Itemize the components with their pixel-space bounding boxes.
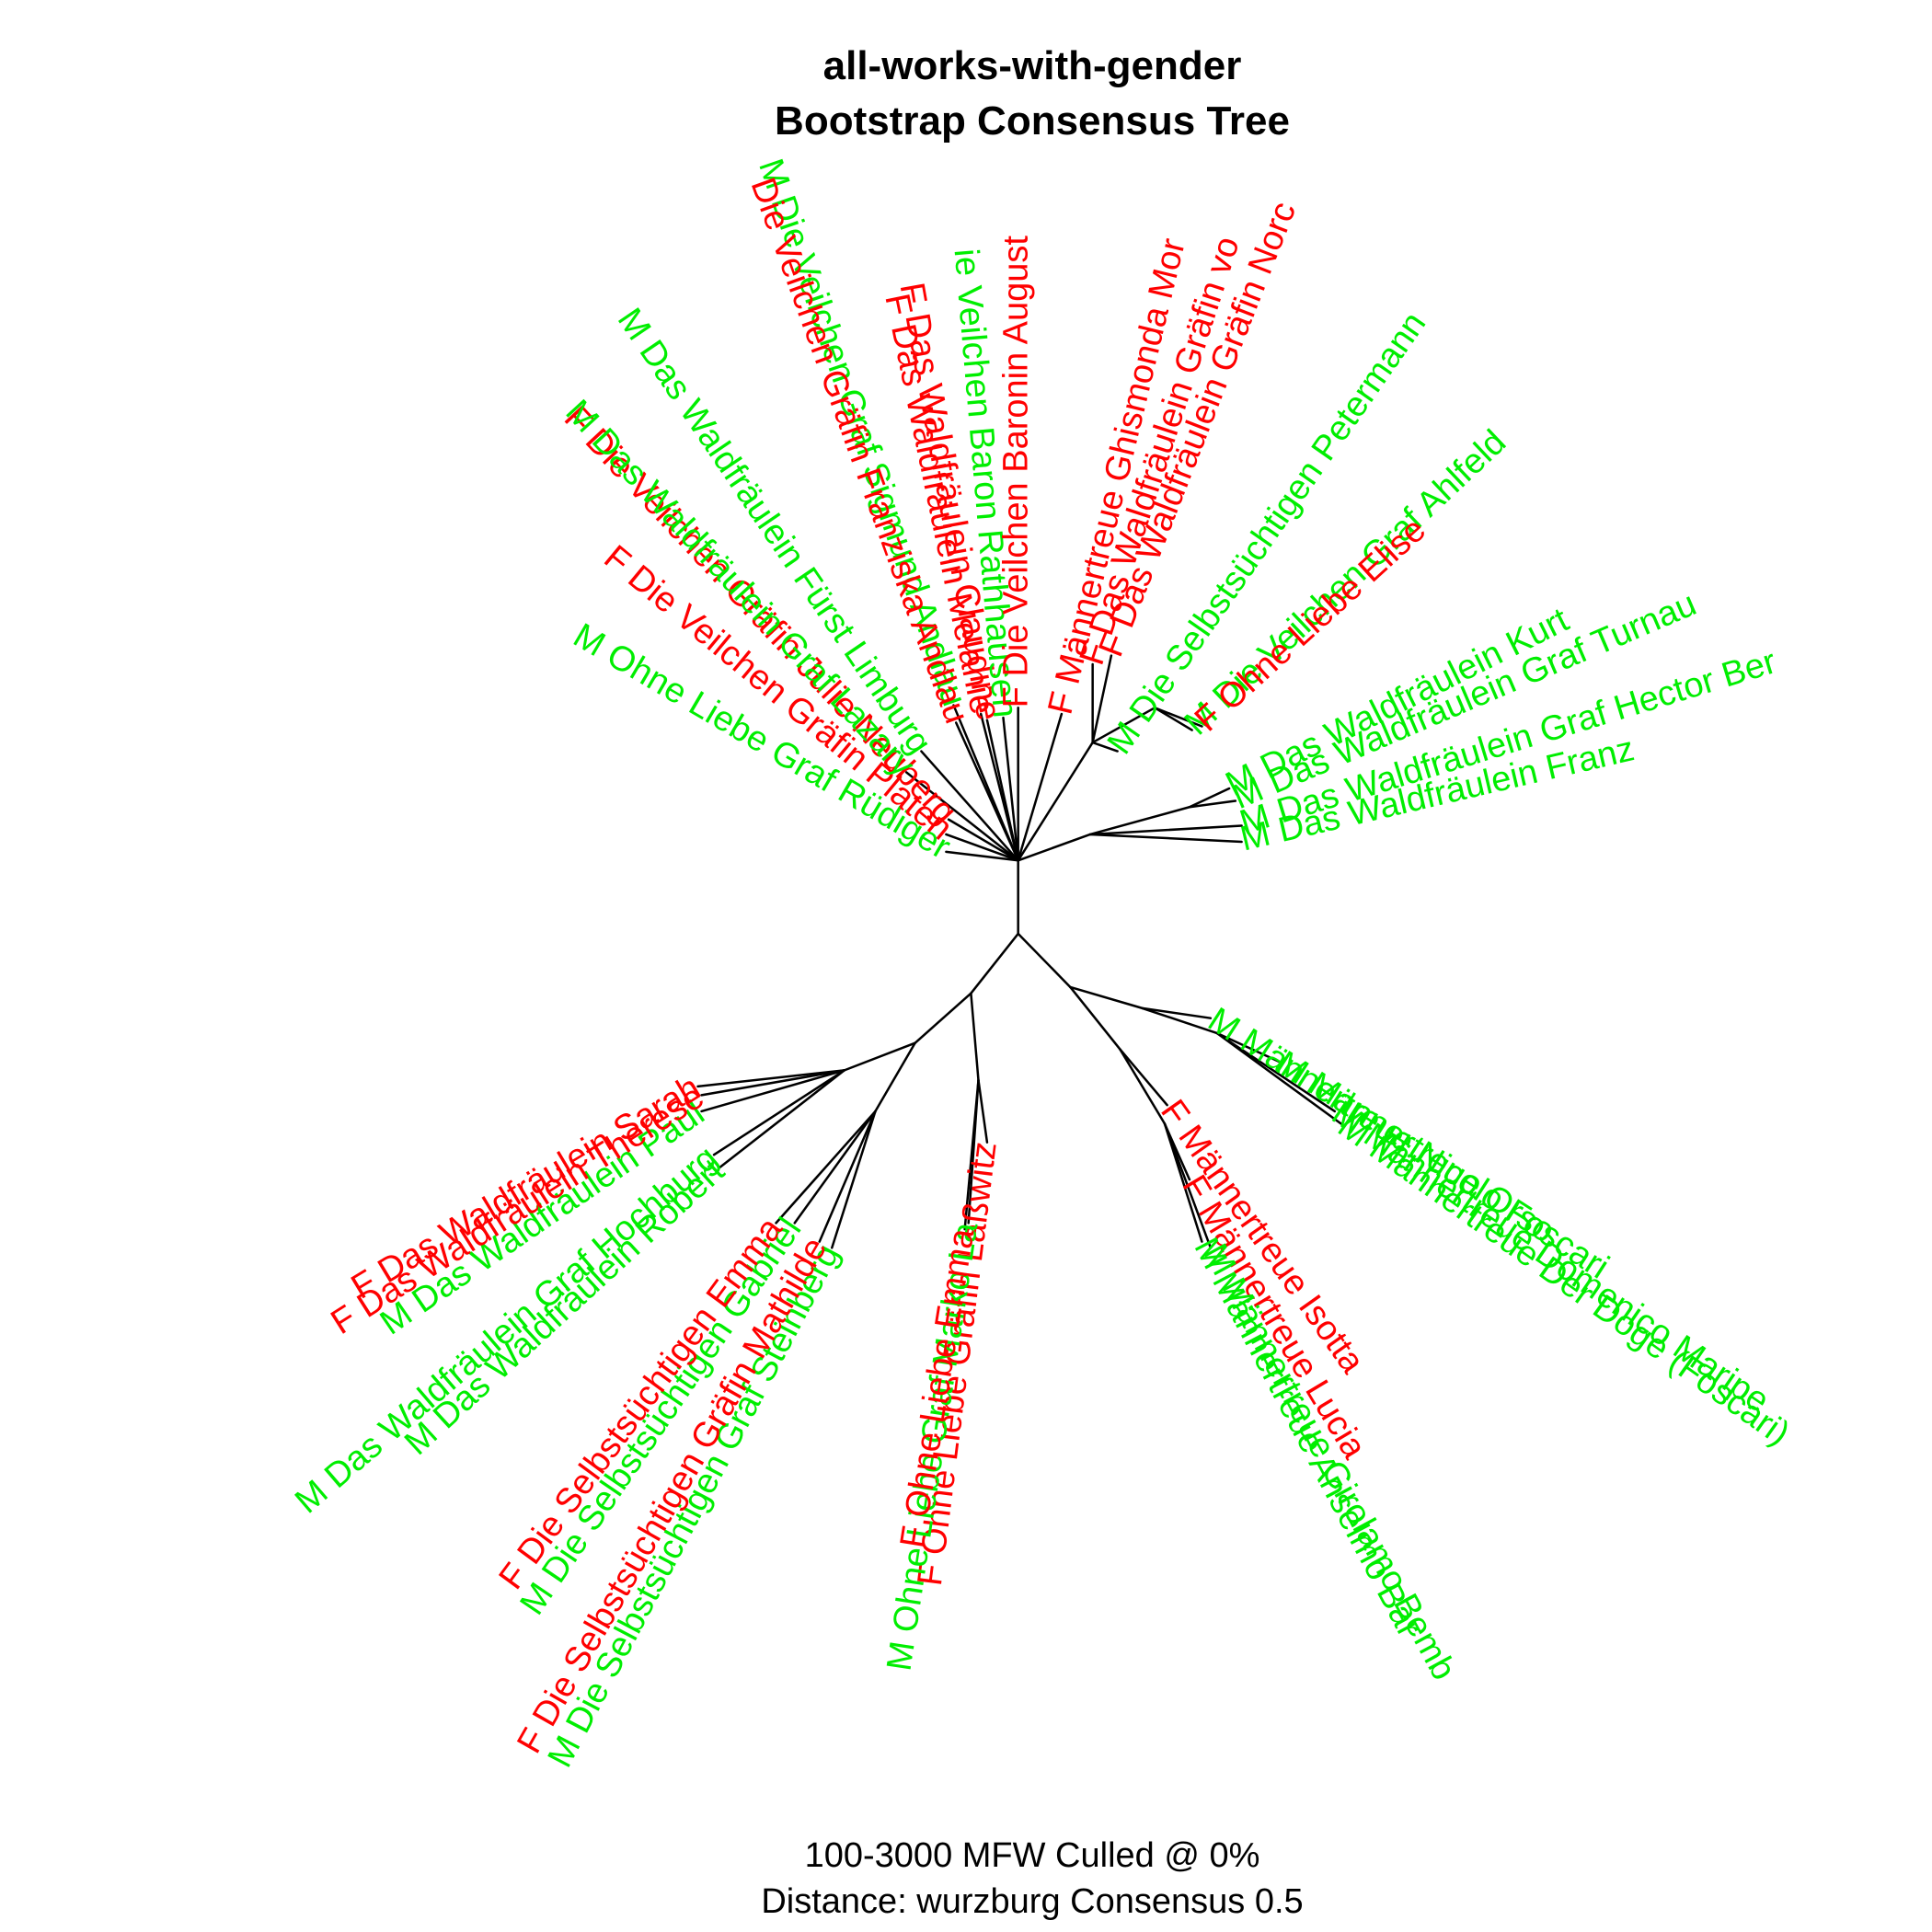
- tip-branch: [1163, 1122, 1203, 1243]
- tip-branch: [920, 750, 1019, 862]
- tip-branch: [700, 1069, 845, 1097]
- tip-branch: [954, 721, 1019, 862]
- tip-branch: [1119, 1048, 1168, 1107]
- internal-branch: [970, 992, 980, 1082]
- tip-label: F Die Veilchen Baronin August: [997, 236, 1036, 708]
- footer-line1: 100-3000 MFW Culled @ 0%: [804, 1836, 1260, 1875]
- tip-branch: [1017, 712, 1064, 862]
- tip-branch: [945, 850, 1019, 862]
- tip-branch: [1088, 833, 1243, 844]
- tip-branch: [1188, 787, 1231, 809]
- tip-branch: [945, 833, 1019, 862]
- tip-branch: [775, 1110, 877, 1225]
- tip-branch: [818, 1110, 877, 1243]
- tip-branch: [1153, 707, 1203, 728]
- internal-branch: [1069, 985, 1121, 1051]
- tip-branch: [1215, 1031, 1342, 1125]
- internal-branch: [1141, 1006, 1218, 1035]
- tip-label: M Männertreue Der Doge (Foscari): [1331, 1107, 1797, 1454]
- tip-branch: [700, 1069, 845, 1113]
- internal-branch: [1069, 985, 1144, 1010]
- tip-branch: [947, 818, 1019, 862]
- tip-label: F Männertreue Lucia: [1175, 1168, 1374, 1466]
- tip-branch: [712, 1069, 845, 1156]
- tip-branch: [1141, 1006, 1213, 1019]
- tip-branch: [719, 1069, 845, 1168]
- plot-title-line2: Bootstrap Consensus Tree: [775, 98, 1290, 144]
- tip-branch: [985, 719, 1019, 862]
- tip-branch: [793, 1110, 877, 1225]
- tip-branch: [1188, 799, 1237, 809]
- internal-branch: [1091, 707, 1156, 744]
- tip-branch: [1091, 654, 1113, 744]
- internal-branch: [1088, 805, 1191, 836]
- internal-branch: [1017, 833, 1092, 862]
- tip-branch: [1215, 1031, 1281, 1064]
- tip-branch: [1091, 741, 1119, 753]
- tip-branch: [977, 1078, 989, 1144]
- tip-branch: [1002, 716, 1019, 862]
- tip-branch: [830, 1110, 877, 1249]
- plot-footer: 100-3000 MFW Culled @ 0% Distance: wurzb…: [0, 1833, 1932, 1925]
- tip-branch: [696, 1069, 845, 1088]
- internal-branch: [1017, 741, 1094, 862]
- plot-title: all-works-with-gender Bootstrap Consensu…: [0, 39, 1932, 149]
- internal-branch: [843, 1041, 916, 1072]
- internal-branch: [1119, 1048, 1167, 1125]
- internal-branch: [970, 932, 1019, 995]
- tree-branches: [696, 654, 1342, 1249]
- tip-branch: [1153, 707, 1193, 731]
- footer-line2: Distance: wurzburg Consensus 0.5: [761, 1882, 1304, 1921]
- internal-branch: [874, 1041, 916, 1113]
- tip-branch: [904, 771, 1019, 862]
- tip-branch: [963, 1078, 980, 1231]
- plot-title-line1: all-works-with-gender: [822, 43, 1242, 88]
- tip-branch: [1088, 824, 1243, 836]
- internal-branch: [914, 992, 972, 1044]
- internal-branch: [1017, 932, 1072, 989]
